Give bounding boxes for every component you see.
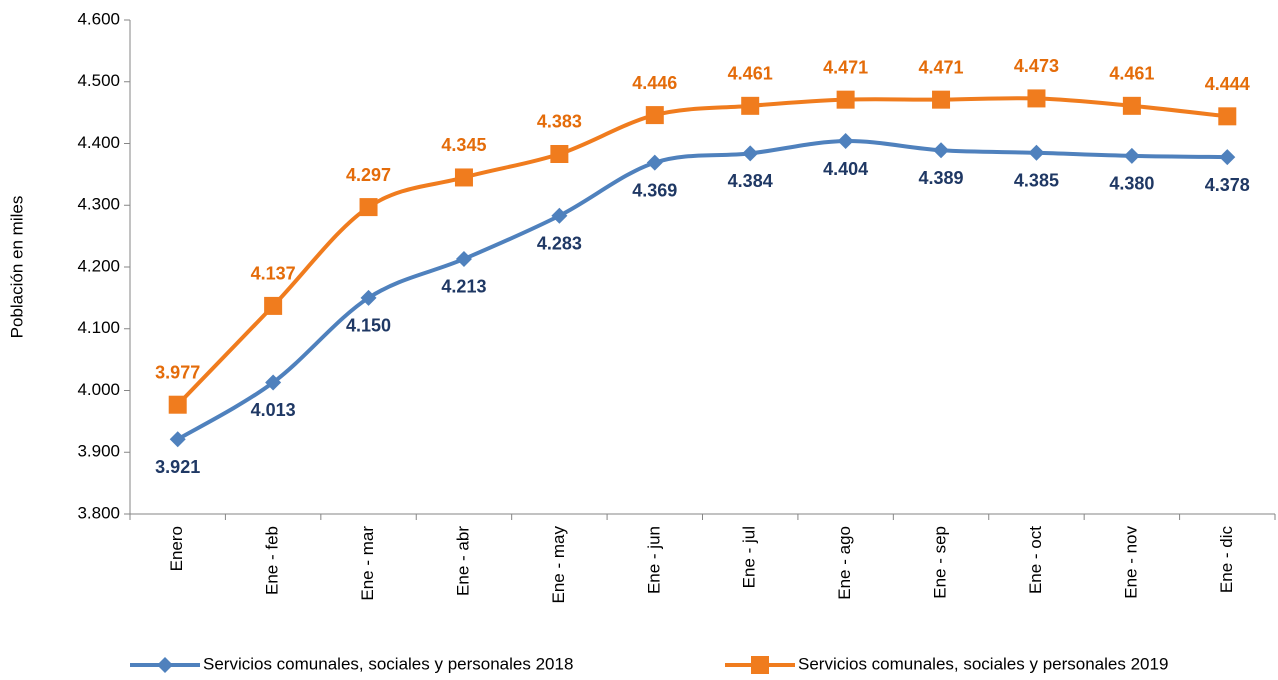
data-label: 4.471	[919, 57, 964, 77]
marker	[933, 142, 950, 159]
marker	[1123, 147, 1140, 164]
marker	[550, 144, 569, 163]
marker	[360, 289, 377, 306]
data-label: 3.977	[155, 362, 200, 382]
marker	[742, 145, 759, 162]
marker	[646, 154, 663, 171]
x-tick-label: Ene - abr	[453, 526, 472, 596]
marker	[169, 431, 186, 448]
x-tick-label: Enero	[167, 526, 186, 571]
marker	[551, 207, 568, 224]
series-line	[176, 96, 1228, 407]
x-tick-label: Ene - feb	[263, 526, 282, 595]
y-tick-label: 3.800	[77, 503, 120, 522]
marker	[1122, 96, 1141, 115]
y-tick-label: 4.200	[77, 256, 120, 275]
y-tick-label: 4.500	[77, 71, 120, 90]
x-tick-label: Ene - sep	[931, 526, 950, 599]
legend-marker	[157, 657, 173, 673]
x-tick-label: Ene - dic	[1217, 526, 1236, 594]
data-label: 4.345	[441, 135, 486, 155]
data-label: 4.471	[823, 57, 868, 77]
marker	[264, 296, 283, 315]
x-tick-label: Ene - may	[549, 526, 568, 604]
data-label: 4.461	[1109, 64, 1154, 84]
x-tick-label: Ene - oct	[1026, 526, 1045, 594]
data-label: 4.213	[441, 277, 486, 297]
y-tick-label: 4.400	[77, 133, 120, 152]
legend-label: Servicios comunales, sociales y personal…	[203, 654, 573, 673]
x-tick-label: Ene - jun	[644, 526, 663, 594]
marker	[932, 90, 951, 109]
legend-label: Servicios comunales, sociales y personal…	[798, 654, 1168, 673]
y-tick-label: 4.600	[77, 9, 120, 28]
marker	[836, 90, 855, 109]
data-label: 4.297	[346, 165, 391, 185]
marker	[1218, 107, 1237, 126]
data-label: 4.369	[632, 180, 677, 200]
data-label: 4.444	[1205, 74, 1250, 94]
y-tick-label: 4.300	[77, 195, 120, 214]
data-label: 4.384	[728, 171, 773, 191]
y-tick-label: 4.000	[77, 380, 120, 399]
x-tick-label: Ene - nov	[1121, 526, 1140, 599]
data-label: 4.461	[728, 64, 773, 84]
data-label: 4.446	[632, 73, 677, 93]
x-tick-label: Ene - ago	[835, 526, 854, 600]
marker	[741, 96, 760, 115]
data-label: 3.921	[155, 457, 200, 477]
x-tick-label: Ene - mar	[358, 526, 377, 601]
data-label: 4.385	[1014, 171, 1059, 191]
marker	[455, 250, 472, 267]
marker	[1219, 149, 1236, 166]
data-label: 4.378	[1205, 175, 1250, 195]
legend-marker	[751, 656, 769, 674]
data-label: 4.404	[823, 159, 868, 179]
data-label: 4.389	[919, 168, 964, 188]
data-label: 4.383	[537, 112, 582, 132]
y-axis-label: Población en miles	[7, 196, 26, 339]
data-label: 4.283	[537, 233, 582, 253]
marker	[265, 374, 282, 391]
marker	[168, 395, 187, 414]
marker	[645, 106, 664, 125]
x-tick-label: Ene - jul	[740, 526, 759, 588]
y-tick-label: 3.900	[77, 442, 120, 461]
marker	[1028, 144, 1045, 161]
data-label: 4.137	[251, 264, 296, 284]
data-label: 4.380	[1109, 174, 1154, 194]
marker	[359, 198, 378, 217]
y-tick-label: 4.100	[77, 318, 120, 337]
data-label: 4.013	[251, 400, 296, 420]
data-label: 4.150	[346, 316, 391, 336]
marker	[1027, 89, 1046, 108]
marker	[454, 168, 473, 187]
marker	[837, 133, 854, 150]
data-label: 4.473	[1014, 56, 1059, 76]
series-line	[176, 139, 1228, 442]
